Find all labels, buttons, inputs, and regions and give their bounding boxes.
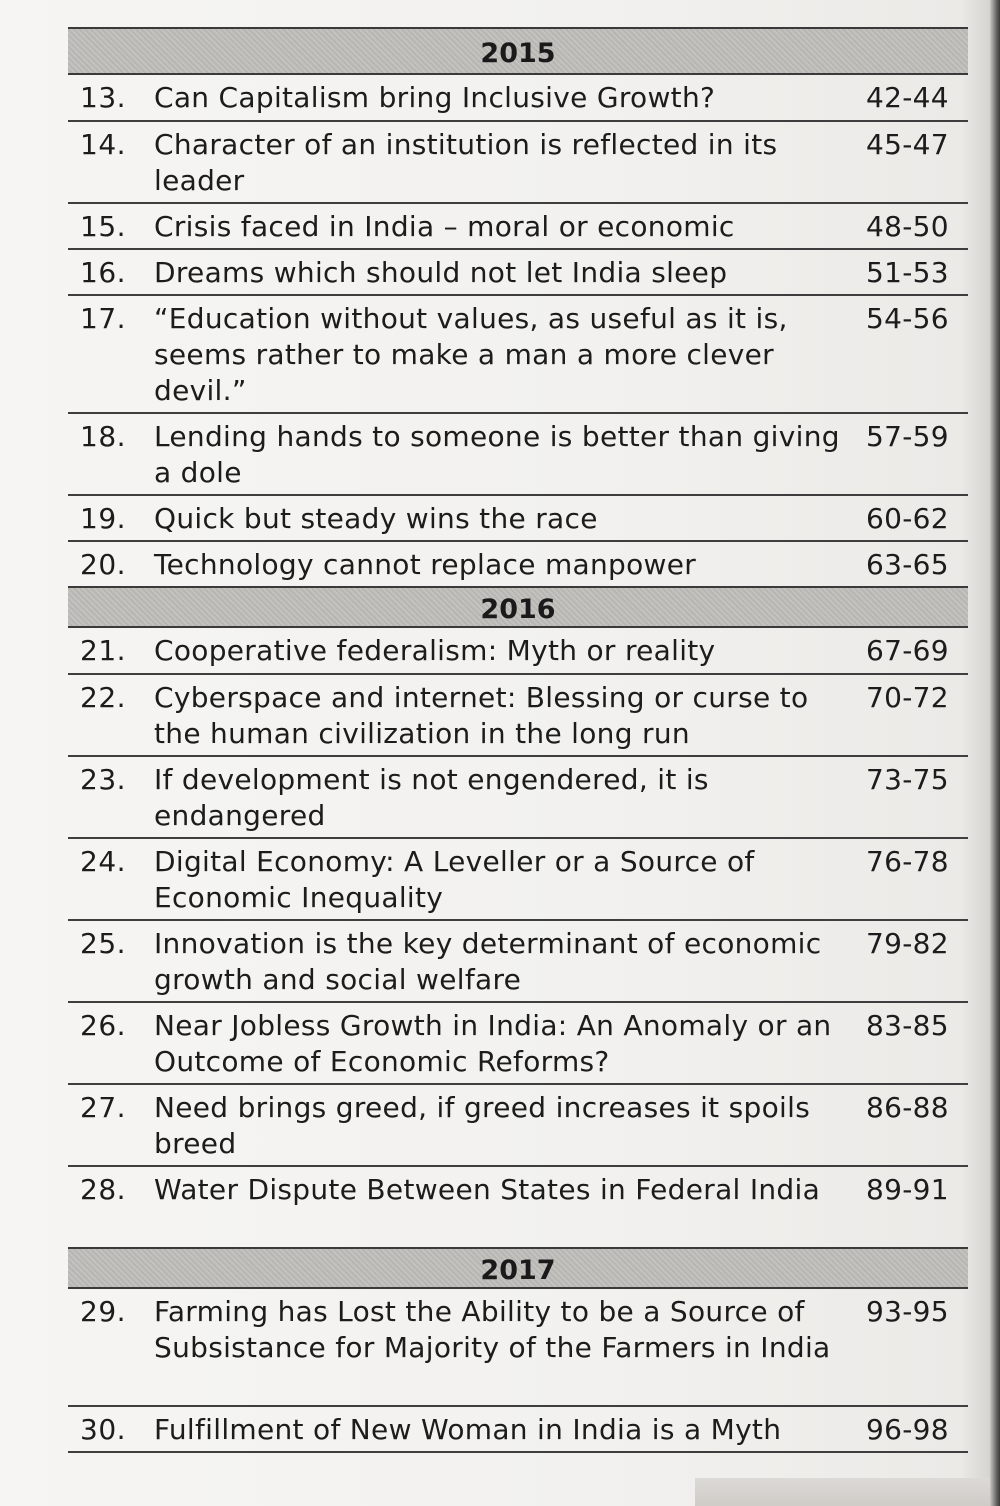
table-of-contents: 2015 13. Can Capitalism bring Inclusive … (68, 27, 968, 1453)
entry-title: If development is not engendered, it is … (154, 763, 709, 832)
toc-entry: 24. Digital Economy: A Leveller or a Sou… (68, 839, 968, 921)
entry-number: 24. (80, 845, 127, 878)
toc-entry: 14. Character of an institution is refle… (68, 122, 968, 204)
year-header-2015: 2015 (68, 27, 968, 75)
entry-pages: 83-85 (866, 1009, 949, 1042)
entry-number: 23. (80, 763, 127, 796)
toc-entry: 28. Water Dispute Between States in Fede… (68, 1167, 968, 1247)
page-edge-tab (695, 1478, 990, 1506)
entry-title: Dreams which should not let India sleep (154, 256, 728, 289)
entry-title: “Education without values, as useful as … (154, 302, 788, 407)
entry-title: Cooperative federalism: Myth or reality (154, 634, 716, 667)
toc-entry: 15. Crisis faced in India – moral or eco… (68, 204, 968, 250)
entry-title: Innovation is the key determinant of eco… (154, 927, 822, 996)
entry-pages: 57-59 (866, 420, 949, 453)
entry-number: 22. (80, 681, 127, 714)
entry-number: 20. (80, 548, 127, 581)
entry-number: 14. (80, 128, 127, 161)
toc-entry: 29. Farming has Lost the Ability to be a… (68, 1289, 968, 1407)
entry-number: 25. (80, 927, 127, 960)
entry-title: Water Dispute Between States in Federal … (154, 1173, 821, 1206)
entry-number: 19. (80, 502, 127, 535)
entry-pages: 70-72 (866, 681, 949, 714)
entry-pages: 89-91 (866, 1173, 949, 1206)
entry-title: Crisis faced in India – moral or economi… (154, 210, 735, 243)
entry-number: 29. (80, 1295, 127, 1328)
entry-number: 27. (80, 1091, 127, 1124)
entry-number: 17. (80, 302, 127, 335)
entry-pages: 67-69 (866, 634, 949, 667)
toc-entry: 27. Need brings greed, if greed increase… (68, 1085, 968, 1167)
entry-title: Need brings greed, if greed increases it… (154, 1091, 811, 1160)
entry-number: 26. (80, 1009, 127, 1042)
book-spine-edge (990, 0, 1000, 1506)
entry-pages: 93-95 (866, 1295, 949, 1328)
toc-entry: 25. Innovation is the key determinant of… (68, 921, 968, 1003)
toc-entry: 22. Cyberspace and internet: Blessing or… (68, 675, 968, 757)
toc-entry: 16. Dreams which should not let India sl… (68, 250, 968, 296)
entry-title: Near Jobless Growth in India: An Anomaly… (154, 1009, 832, 1078)
entry-pages: 60-62 (866, 502, 949, 535)
toc-entry: 26. Near Jobless Growth in India: An Ano… (68, 1003, 968, 1085)
entry-number: 15. (80, 210, 127, 243)
year-header-2016: 2016 (68, 586, 968, 628)
year-header-2017: 2017 (68, 1247, 968, 1289)
entry-number: 18. (80, 420, 127, 453)
toc-entry: 17. “Education without values, as useful… (68, 296, 968, 414)
toc-entry: 21. Cooperative federalism: Myth or real… (68, 628, 968, 675)
toc-entry: 13. Can Capitalism bring Inclusive Growt… (68, 75, 968, 122)
entry-title: Cyberspace and internet: Blessing or cur… (154, 681, 809, 750)
entry-pages: 45-47 (866, 128, 949, 161)
entry-title: Fulfillment of New Woman in India is a M… (154, 1413, 782, 1446)
entry-number: 28. (80, 1173, 127, 1206)
entry-title: Can Capitalism bring Inclusive Growth? (154, 81, 716, 114)
entry-pages: 96-98 (866, 1413, 949, 1446)
entry-pages: 48-50 (866, 210, 949, 243)
entry-pages: 51-53 (866, 256, 949, 289)
entry-number: 16. (80, 256, 127, 289)
entry-title: Character of an institution is reflected… (154, 128, 778, 197)
toc-entry: 18. Lending hands to someone is better t… (68, 414, 968, 496)
entry-title: Farming has Lost the Ability to be a Sou… (154, 1295, 831, 1364)
entry-pages: 63-65 (866, 548, 949, 581)
entry-title: Lending hands to someone is better than … (154, 420, 840, 489)
entry-number: 13. (80, 81, 127, 114)
entry-title: Quick but steady wins the race (154, 502, 598, 535)
entry-pages: 76-78 (866, 845, 949, 878)
toc-entry: 19. Quick but steady wins the race 60-62 (68, 496, 968, 542)
entry-number: 21. (80, 634, 127, 667)
entry-pages: 73-75 (866, 763, 949, 796)
entry-pages: 79-82 (866, 927, 949, 960)
entry-title: Technology cannot replace manpower (154, 548, 697, 581)
entry-pages: 54-56 (866, 302, 949, 335)
toc-entry: 20. Technology cannot replace manpower 6… (68, 542, 968, 586)
entry-pages: 42-44 (866, 81, 949, 114)
entry-number: 30. (80, 1413, 127, 1446)
toc-entry: 23. If development is not engendered, it… (68, 757, 968, 839)
entry-title: Digital Economy: A Leveller or a Source … (154, 845, 755, 914)
entry-pages: 86-88 (866, 1091, 949, 1124)
toc-entry: 30. Fulfillment of New Woman in India is… (68, 1407, 968, 1453)
